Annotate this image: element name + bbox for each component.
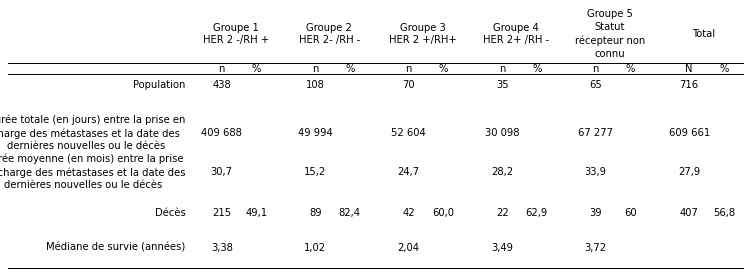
Text: 22: 22 [496, 208, 508, 218]
Text: %: % [252, 63, 261, 73]
Text: 716: 716 [680, 80, 699, 90]
Text: %: % [719, 63, 728, 73]
Text: %: % [532, 63, 542, 73]
Text: 89: 89 [309, 208, 322, 218]
Text: 24,7: 24,7 [398, 167, 420, 177]
Text: 49,1: 49,1 [245, 208, 268, 218]
Text: Durée totale (en jours) entre la prise en
charge des métastases et la date des
d: Durée totale (en jours) entre la prise e… [0, 115, 185, 152]
Text: Groupe 4
HER 2+ /RH -: Groupe 4 HER 2+ /RH - [483, 23, 549, 45]
Text: 30,7: 30,7 [211, 167, 232, 177]
Text: %: % [345, 63, 355, 73]
Text: n: n [592, 63, 599, 73]
Text: Groupe 3
HER 2 +/RH+: Groupe 3 HER 2 +/RH+ [388, 23, 457, 45]
Text: 15,2: 15,2 [304, 167, 326, 177]
Text: 1,02: 1,02 [304, 243, 326, 253]
Text: 3,49: 3,49 [491, 243, 513, 253]
Text: 409 688: 409 688 [201, 128, 242, 138]
Text: %: % [439, 63, 448, 73]
Text: 609 661: 609 661 [668, 128, 710, 138]
Text: 30 098: 30 098 [485, 128, 520, 138]
Text: n: n [406, 63, 412, 73]
Text: 52 604: 52 604 [392, 128, 426, 138]
Text: 70: 70 [403, 80, 415, 90]
Text: 35: 35 [496, 80, 508, 90]
Text: Médiane de survie (années): Médiane de survie (années) [46, 243, 185, 253]
Text: 67 277: 67 277 [578, 128, 614, 138]
Text: n: n [499, 63, 506, 73]
Text: Groupe 1
HER 2 -/RH +: Groupe 1 HER 2 -/RH + [202, 23, 268, 45]
Text: 49 994: 49 994 [298, 128, 332, 138]
Text: 438: 438 [212, 80, 231, 90]
Text: 28,2: 28,2 [491, 167, 513, 177]
Text: 60: 60 [624, 208, 637, 218]
Text: 39: 39 [590, 208, 602, 218]
Text: 62,9: 62,9 [526, 208, 548, 218]
Text: 56,8: 56,8 [712, 208, 735, 218]
Text: 407: 407 [680, 208, 699, 218]
Text: Groupe 5
Statut
récepteur non
connu: Groupe 5 Statut récepteur non connu [574, 9, 645, 58]
Text: %: % [626, 63, 635, 73]
Text: 42: 42 [403, 208, 415, 218]
Text: 27,9: 27,9 [678, 167, 700, 177]
Text: N: N [686, 63, 693, 73]
Text: Durée moyenne (en mois) entre la prise
en charge des métastases et la date des
d: Durée moyenne (en mois) entre la prise e… [0, 154, 185, 190]
Text: 82,4: 82,4 [339, 208, 361, 218]
Text: 33,9: 33,9 [585, 167, 607, 177]
Text: 65: 65 [590, 80, 602, 90]
Text: 60,0: 60,0 [432, 208, 454, 218]
Text: Décès: Décès [154, 208, 185, 218]
Text: 2,04: 2,04 [398, 243, 420, 253]
Text: 108: 108 [306, 80, 325, 90]
Text: Groupe 2
HER 2- /RH -: Groupe 2 HER 2- /RH - [298, 23, 360, 45]
Text: Total: Total [692, 29, 715, 39]
Text: 3,72: 3,72 [585, 243, 607, 253]
Text: n: n [312, 63, 319, 73]
Text: Population: Population [133, 80, 185, 90]
Text: 215: 215 [212, 208, 231, 218]
Text: 3,38: 3,38 [211, 243, 232, 253]
Text: n: n [218, 63, 225, 73]
